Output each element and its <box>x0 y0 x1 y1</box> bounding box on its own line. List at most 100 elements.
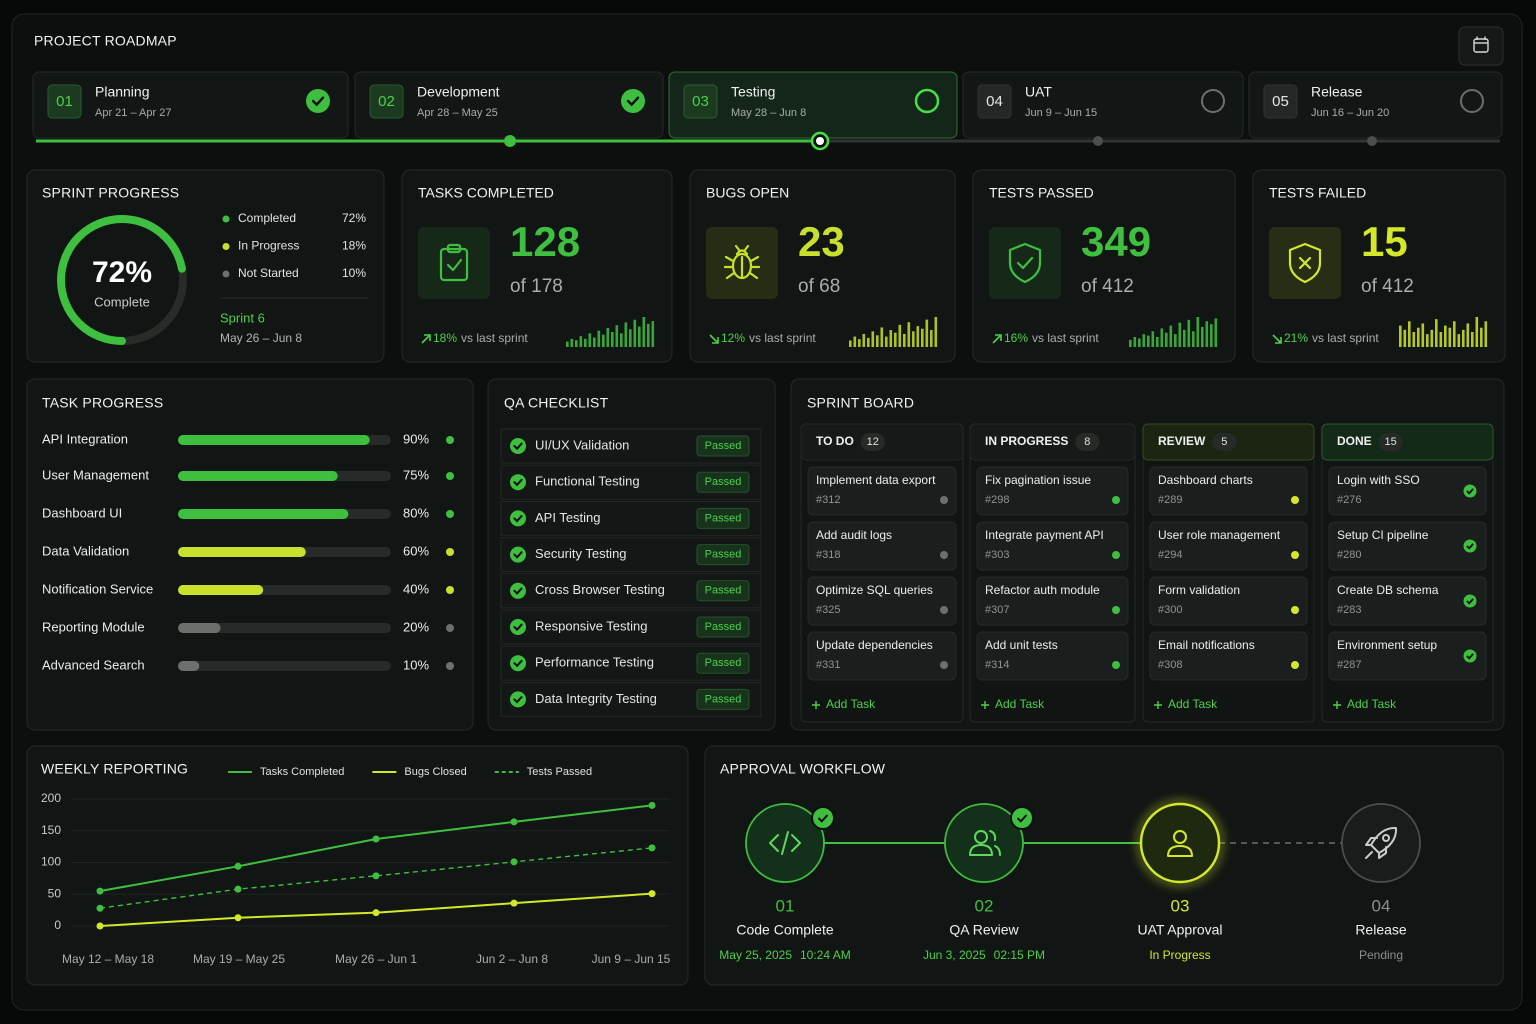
panel-title: SPRINT BOARD <box>807 395 914 411</box>
card-status <box>1112 606 1120 614</box>
spark-bar <box>1178 322 1182 347</box>
phase-number: 03 <box>692 93 709 110</box>
qa-name: API Testing <box>535 510 601 525</box>
stat-title: TASKS COMPLETED <box>418 185 554 201</box>
series-point <box>96 904 104 912</box>
task-percent: 40% <box>403 581 429 596</box>
qa-status: Passed <box>705 657 742 669</box>
card-title: Add audit logs <box>816 528 892 542</box>
step-name: Release <box>1355 922 1407 938</box>
spark-bar <box>1421 323 1425 347</box>
card-title: Integrate payment API <box>985 528 1104 542</box>
stat-note: vs last sprint <box>1032 331 1099 345</box>
phase-name: Release <box>1311 84 1363 100</box>
step-number: 03 <box>1171 896 1190 915</box>
phase-name: Testing <box>731 84 775 100</box>
column-name: REVIEW <box>1158 434 1206 448</box>
card-id: #294 <box>1158 549 1182 561</box>
step-check <box>1010 806 1034 830</box>
phase-number-box <box>47 84 82 119</box>
series-point <box>372 835 380 843</box>
task-percent: 20% <box>403 619 429 634</box>
task-card <box>807 631 957 681</box>
icon-part <box>1016 256 1034 270</box>
spark-bar <box>1156 337 1159 347</box>
series-point <box>510 899 518 907</box>
icon-part <box>1365 826 1398 859</box>
card-title: Optimize SQL queries <box>816 583 933 597</box>
step-timestamp: Jun 3, 2025 02:15 PM <box>923 948 1045 962</box>
spark-bar <box>1205 321 1209 347</box>
add-task[interactable]: Add Task <box>1168 697 1218 711</box>
qa-badge <box>696 507 750 529</box>
add-task[interactable]: Add Task <box>995 697 1045 711</box>
spark-bar <box>853 336 857 347</box>
spark-bar <box>1192 331 1195 347</box>
add-task[interactable]: Add Task <box>826 697 876 711</box>
qa-status: Passed <box>705 476 742 488</box>
step-icon <box>1167 830 1193 857</box>
add-task[interactable]: Add Task <box>1347 697 1397 711</box>
column-name: IN PROGRESS <box>985 434 1068 448</box>
qa-status: Passed <box>705 440 742 452</box>
stat-total: of 412 <box>1361 276 1414 297</box>
icon-part <box>969 830 1001 856</box>
card-title: Refactor auth module <box>985 583 1100 597</box>
icon-part <box>1008 242 1042 284</box>
qa-status: Passed <box>705 585 742 597</box>
spark-bar <box>1210 324 1213 347</box>
check-icon <box>513 515 523 523</box>
column-count: 8 <box>1084 436 1090 448</box>
qa-check <box>510 474 526 491</box>
legend-value: 72% <box>342 211 366 225</box>
stat-icon <box>439 243 469 282</box>
check-icon <box>1466 598 1474 605</box>
count-badge <box>1212 433 1237 451</box>
x-tick-label: May 19 – May 25 <box>193 952 285 966</box>
step-date: May 25, 2025 <box>719 948 792 962</box>
sprint-dates: May 26 – Jun 8 <box>220 331 302 345</box>
step-number: 02 <box>975 896 994 915</box>
calendar-button[interactable] <box>1458 26 1504 66</box>
phase-card <box>962 71 1244 139</box>
phase-name: Planning <box>95 84 150 100</box>
card-check <box>1463 594 1477 608</box>
step-status: In Progress <box>1149 948 1210 962</box>
spark-bar <box>1466 323 1470 347</box>
step-circle <box>1341 803 1421 883</box>
card-title: Environment setup <box>1337 638 1437 652</box>
spark-bar <box>1201 327 1204 347</box>
task-card <box>807 466 957 516</box>
plus-icon <box>1333 701 1341 709</box>
stat-title: TESTS PASSED <box>989 185 1094 201</box>
card-status <box>1112 661 1120 669</box>
timeline-current-core <box>816 137 824 145</box>
phase-number-box <box>683 84 718 119</box>
trend-arrow <box>992 334 1002 344</box>
card-id: #283 <box>1337 604 1361 616</box>
qa-badge <box>696 652 750 674</box>
legend-label: Bugs Closed <box>404 766 466 778</box>
task-card <box>807 521 957 571</box>
series-point <box>234 914 242 922</box>
series-point <box>648 844 656 852</box>
status-current <box>914 88 940 114</box>
card-status <box>1291 551 1299 559</box>
task-card <box>976 466 1129 516</box>
phase-card <box>32 71 349 139</box>
spark-bar <box>921 328 924 347</box>
panel-title: QA CHECKLIST <box>504 395 609 411</box>
legend-label: Tasks Completed <box>260 766 344 778</box>
qa-check <box>510 655 526 672</box>
card-id: #318 <box>816 549 840 561</box>
spark-bar <box>606 327 610 347</box>
series-line <box>99 847 653 909</box>
stat-icon <box>723 244 761 280</box>
phase-number: 01 <box>56 93 73 110</box>
qa-name: UI/UX Validation <box>535 437 629 452</box>
trend-arrow <box>709 334 719 344</box>
legend-value: 10% <box>342 266 366 280</box>
check-icon <box>513 623 523 632</box>
step-date: Jun 3, 2025 <box>923 948 986 962</box>
